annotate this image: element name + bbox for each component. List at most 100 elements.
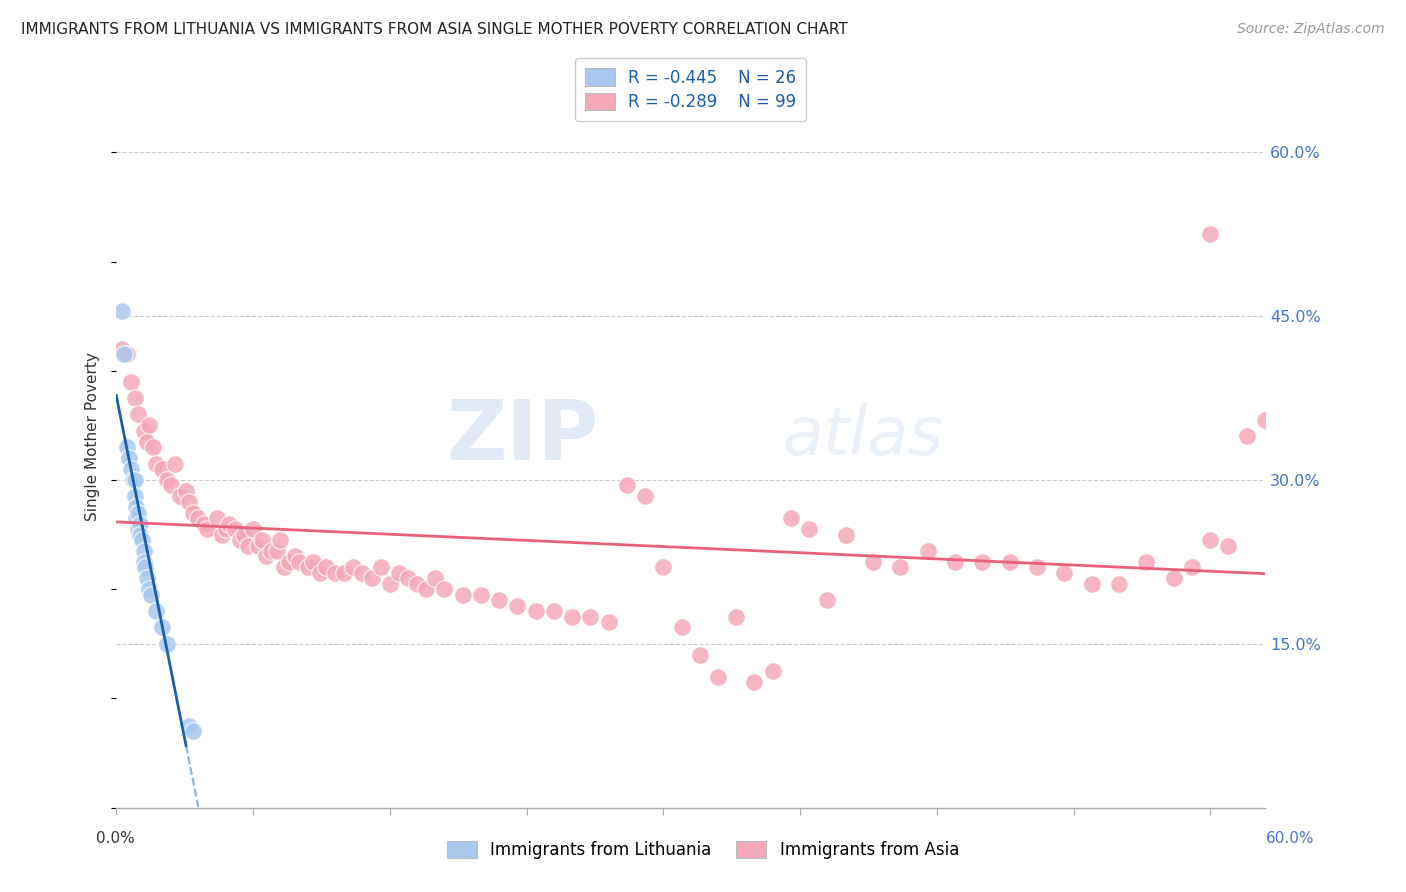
Point <box>229 533 252 547</box>
Point <box>121 473 143 487</box>
Point <box>127 522 149 536</box>
Text: atlas: atlas <box>783 403 943 469</box>
Point <box>297 560 319 574</box>
Point <box>834 527 856 541</box>
Point <box>1218 539 1240 553</box>
Point <box>131 533 153 547</box>
Point <box>652 560 675 574</box>
Point <box>115 440 138 454</box>
Point <box>1080 576 1102 591</box>
Point <box>406 576 429 591</box>
Point <box>388 566 411 580</box>
Legend: Immigrants from Lithuania, Immigrants from Asia: Immigrants from Lithuania, Immigrants fr… <box>440 834 966 866</box>
Point <box>917 544 939 558</box>
Text: 0.0%: 0.0% <box>96 831 135 846</box>
Point <box>671 620 693 634</box>
Point <box>174 483 197 498</box>
Point <box>1163 571 1185 585</box>
Point <box>451 588 474 602</box>
Point <box>193 516 215 531</box>
Point <box>142 440 165 454</box>
Point <box>352 566 374 580</box>
Point <box>211 527 233 541</box>
Point <box>139 588 162 602</box>
Point <box>138 582 160 597</box>
Point <box>543 604 565 618</box>
Point <box>273 560 295 574</box>
Point <box>707 669 730 683</box>
Point <box>187 511 209 525</box>
Point <box>242 522 264 536</box>
Point <box>197 522 219 536</box>
Point <box>815 593 838 607</box>
Text: 60.0%: 60.0% <box>1267 831 1315 846</box>
Point <box>136 571 159 585</box>
Point <box>634 489 657 503</box>
Point <box>250 533 273 547</box>
Point <box>524 604 547 618</box>
Point <box>138 418 160 433</box>
Point <box>284 549 307 564</box>
Point <box>689 648 711 662</box>
Point <box>266 544 288 558</box>
Point <box>127 408 149 422</box>
Point <box>163 457 186 471</box>
Point <box>1199 533 1222 547</box>
Point <box>744 675 766 690</box>
Point <box>150 620 173 634</box>
Point <box>943 555 966 569</box>
Point <box>125 511 148 525</box>
Point <box>111 303 134 318</box>
Point <box>247 539 270 553</box>
Point <box>287 555 309 569</box>
Point <box>1272 539 1295 553</box>
Point <box>254 549 277 564</box>
Point <box>181 506 204 520</box>
Point <box>124 473 146 487</box>
Point <box>333 566 356 580</box>
Point <box>309 566 332 580</box>
Point <box>215 522 238 536</box>
Point <box>616 478 638 492</box>
Point <box>780 511 803 525</box>
Point <box>269 533 291 547</box>
Point <box>150 462 173 476</box>
Point <box>156 473 179 487</box>
Point <box>370 560 392 574</box>
Point <box>1026 560 1049 574</box>
Point <box>115 347 138 361</box>
Point <box>136 434 159 449</box>
Point <box>302 555 325 569</box>
Point <box>132 544 155 558</box>
Point <box>378 576 401 591</box>
Text: ZIP: ZIP <box>446 396 599 477</box>
Point <box>134 560 156 574</box>
Point <box>278 555 301 569</box>
Text: Source: ZipAtlas.com: Source: ZipAtlas.com <box>1237 22 1385 37</box>
Point <box>561 609 583 624</box>
Point <box>179 495 201 509</box>
Point <box>260 544 283 558</box>
Point <box>415 582 437 597</box>
Point <box>360 571 382 585</box>
Point <box>579 609 602 624</box>
Point <box>396 571 419 585</box>
Point <box>323 566 346 580</box>
Point <box>169 489 191 503</box>
Legend: R = -0.445    N = 26, R = -0.289    N = 99: R = -0.445 N = 26, R = -0.289 N = 99 <box>575 59 807 121</box>
Point <box>425 571 447 585</box>
Point <box>1135 555 1157 569</box>
Point <box>145 457 167 471</box>
Point <box>111 342 134 356</box>
Point <box>972 555 994 569</box>
Point <box>1108 576 1130 591</box>
Point <box>1254 413 1277 427</box>
Point <box>236 539 259 553</box>
Point <box>889 560 911 574</box>
Point <box>218 516 240 531</box>
Point <box>120 375 142 389</box>
Point <box>1199 227 1222 242</box>
Point <box>132 555 155 569</box>
Point <box>506 599 529 613</box>
Point <box>124 391 146 405</box>
